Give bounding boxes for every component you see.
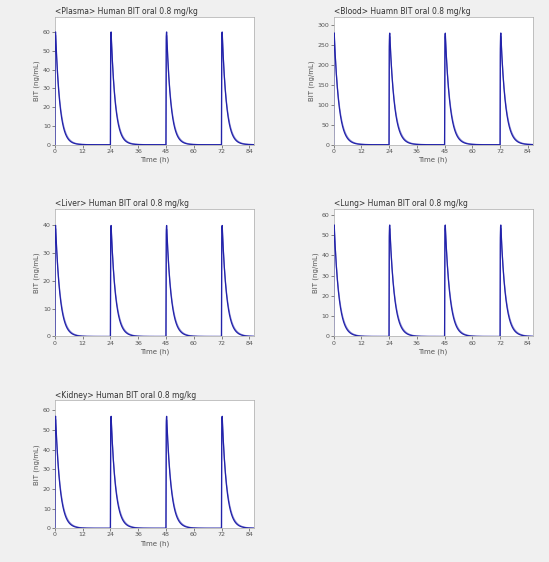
Y-axis label: BIT (ng/mL): BIT (ng/mL) — [33, 61, 40, 101]
Text: <Kidney> Human BIT oral 0.8 mg/kg: <Kidney> Human BIT oral 0.8 mg/kg — [55, 391, 196, 400]
X-axis label: Time (h): Time (h) — [418, 157, 447, 163]
Y-axis label: BIT (ng/mL): BIT (ng/mL) — [33, 252, 40, 293]
Y-axis label: BIT (ng/mL): BIT (ng/mL) — [33, 444, 40, 484]
X-axis label: Time (h): Time (h) — [140, 348, 169, 355]
Text: <Lung> Human BIT oral 0.8 mg/kg: <Lung> Human BIT oral 0.8 mg/kg — [333, 199, 467, 208]
Text: <Plasma> Human BIT oral 0.8 mg/kg: <Plasma> Human BIT oral 0.8 mg/kg — [55, 7, 198, 16]
X-axis label: Time (h): Time (h) — [140, 540, 169, 547]
Text: <Liver> Human BIT oral 0.8 mg/kg: <Liver> Human BIT oral 0.8 mg/kg — [55, 199, 189, 208]
Y-axis label: BIT (ng/mL): BIT (ng/mL) — [309, 61, 315, 101]
Y-axis label: BIT (ng/mL): BIT (ng/mL) — [312, 252, 319, 293]
X-axis label: Time (h): Time (h) — [140, 157, 169, 163]
Text: <Blood> Huamn BIT oral 0.8 mg/kg: <Blood> Huamn BIT oral 0.8 mg/kg — [333, 7, 470, 16]
X-axis label: Time (h): Time (h) — [418, 348, 447, 355]
